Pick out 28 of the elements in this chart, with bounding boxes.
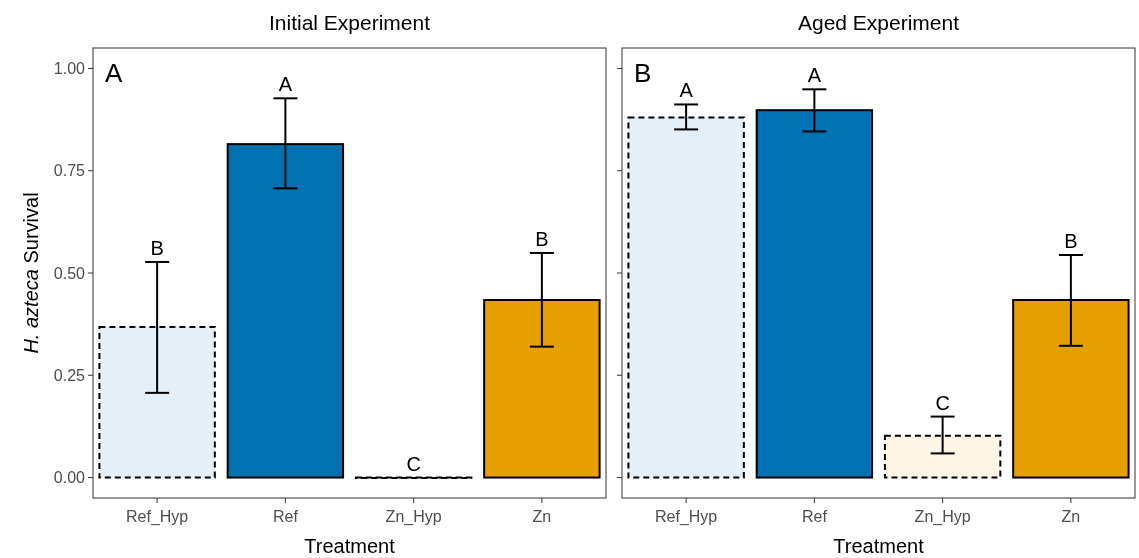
chart-title: Aged Experiment [797, 11, 960, 34]
annotation: A [278, 73, 293, 96]
x-tick-label: Zn_Hyp [385, 508, 442, 526]
x-tick-label: Zn [532, 508, 552, 525]
y-tick-label: 0.00 [53, 469, 86, 487]
annotation: A [679, 79, 694, 102]
annotation: B [150, 236, 164, 259]
y-tick-label: 0.25 [53, 366, 86, 384]
x-axis-title: Treatment [304, 535, 396, 557]
chart-title: Initial Experiment [268, 11, 431, 34]
y-axis-title: H. azteca Survival [20, 192, 42, 354]
x-tick-label: Ref_Hyp [126, 508, 189, 526]
y-tick-label: 1.00 [53, 60, 86, 78]
annotation: B [1064, 230, 1078, 252]
annotation: B [535, 227, 549, 250]
y-tick-label: 0.75 [53, 162, 86, 180]
x-tick-label: Ref [272, 508, 299, 525]
annotation: C [935, 391, 950, 414]
annotation: B [634, 58, 652, 88]
annotation: A [807, 64, 822, 87]
x-tick-label: Ref [801, 508, 828, 525]
x-axis-title: Treatment [833, 535, 925, 557]
x-tick-label: Zn [1061, 508, 1081, 525]
annotation: A [105, 58, 123, 88]
x-tick-label: Zn_Hyp [914, 508, 971, 526]
x-tick-label: Ref_Hyp [655, 508, 718, 526]
y-tick-label: 0.50 [53, 264, 86, 282]
annotation: C [406, 452, 421, 475]
